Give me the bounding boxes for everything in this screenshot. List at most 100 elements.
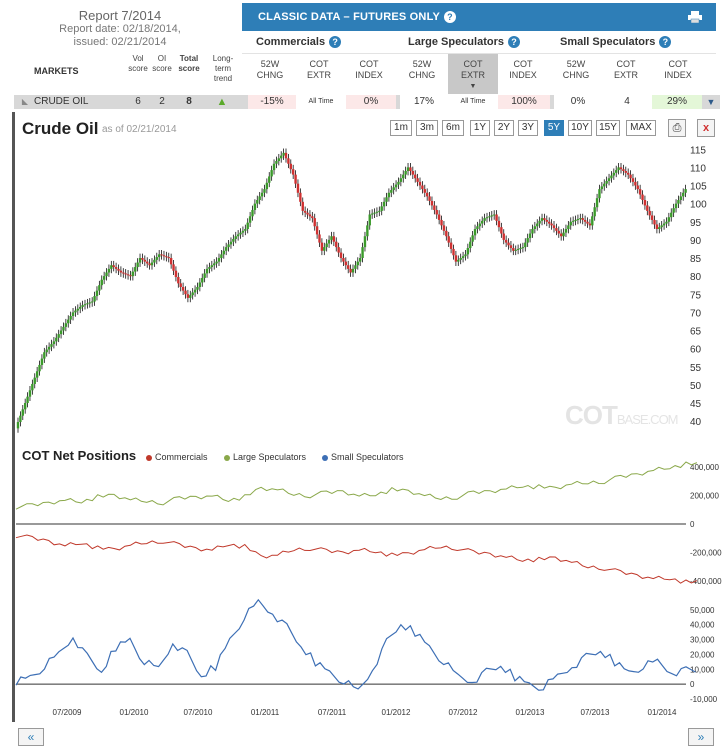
price-candle [43,352,46,359]
price-candle [442,225,446,231]
price-candle [203,273,206,278]
price-candle [354,265,357,269]
range-button-3m[interactable]: 3m [416,120,438,136]
price-candle [421,185,424,190]
small-tick-label: 10,000 [690,665,715,674]
price-candle [528,233,532,239]
price-candle [653,219,656,225]
price-candle [557,230,560,234]
price-candle [641,194,644,200]
price-candle [47,346,51,350]
print-icon[interactable] [688,11,702,23]
price-candle [323,247,326,251]
price-candle [624,171,627,173]
range-button-5y[interactable]: 5Y [544,120,564,136]
price-candle [397,181,400,185]
price-candle [481,220,484,224]
group-small-speculators: Small Speculators? [560,36,672,49]
price-candle [311,216,314,219]
range-button-15y[interactable]: 15Y [596,120,620,136]
ls-chng-header: 52W CHNG [408,59,436,80]
price-candle [507,242,510,246]
price-candle [603,183,606,187]
price-candle [193,289,197,293]
help-icon[interactable]: ? [444,11,457,24]
market-row-crude-oil[interactable]: ◣ CRUDE OIL 6 2 8 ▲ -15% All Time 0% 17%… [14,95,720,109]
price-tick-label: 60 [690,345,702,356]
price-candle [320,242,324,251]
price-candle [186,294,190,298]
price-candle [471,235,474,242]
price-candle [330,236,333,240]
price-tick-label: 105 [690,182,707,193]
price-candle [478,223,482,227]
price-candle [548,221,551,224]
comm-chng-header: 52W CHNG [256,59,284,80]
ls-extr: All Time [448,95,498,109]
small-tick-label: -10,000 [690,695,718,704]
price-candle [236,234,240,237]
price-candle [492,214,496,216]
price-candle [495,214,498,221]
price-candle [88,302,91,304]
price-candle [418,181,422,186]
price-tick-label: 95 [690,218,702,229]
range-button-3y[interactable]: 3Y [518,120,538,136]
price-candle [473,229,477,236]
help-icon[interactable]: ? [659,36,672,49]
price-candle [198,282,202,287]
price-candle [234,236,237,239]
price-tick-label: 85 [690,254,702,265]
price-candle [370,213,374,215]
price-candle [447,236,450,243]
price-candle [35,371,39,378]
price-candle [172,264,175,271]
price-candle [181,287,185,291]
help-icon[interactable]: ? [507,36,520,49]
price-tick-label: 110 [690,163,706,174]
price-candle [516,248,520,250]
range-button-6m[interactable]: 6m [442,120,464,136]
price-candle [129,275,132,277]
range-button-2y[interactable]: 2Y [494,120,514,136]
price-candle [521,247,525,249]
price-tick-label: 45 [690,399,702,410]
price-candle [660,225,663,228]
price-candle [433,205,436,210]
forward-button[interactable]: » [688,728,714,746]
price-candle [617,167,620,171]
price-candle [390,190,393,193]
help-icon[interactable]: ? [329,36,342,49]
price-candle [100,279,103,286]
back-button[interactable]: « [18,728,44,746]
report-date: Report date: 02/18/2014, [59,23,181,35]
price-candle [162,255,166,257]
price-candle [454,255,458,262]
price-candle [272,163,276,171]
price-candle [670,212,673,218]
ls-extr-header[interactable]: COT EXTR ▼ [448,54,498,94]
close-icon[interactable]: x [697,119,715,137]
price-candle [69,316,72,320]
range-button-1m[interactable]: 1m [390,120,412,136]
price-candle [122,272,125,274]
range-button-10y[interactable]: 10Y [568,120,592,136]
range-button-1y[interactable]: 1Y [470,120,490,136]
price-candle [667,217,671,222]
price-candle [571,220,575,222]
dropdown-icon[interactable]: ▼ [706,97,716,107]
comm-extr-header: COT EXTR [306,59,331,80]
price-candle [449,242,453,249]
price-candle [165,256,168,258]
ls-chng: 17% [400,95,448,109]
range-button-max[interactable]: MAX [626,120,656,136]
expand-icon[interactable]: ◣ [21,97,29,106]
price-candle [646,205,649,211]
price-candle [189,295,192,298]
market-name[interactable]: CRUDE OIL [34,96,89,107]
price-candle [332,236,336,242]
print-icon[interactable]: ⎙ [668,119,686,137]
price-candle [64,323,68,327]
price-candle [619,167,623,170]
price-candle [268,176,271,183]
